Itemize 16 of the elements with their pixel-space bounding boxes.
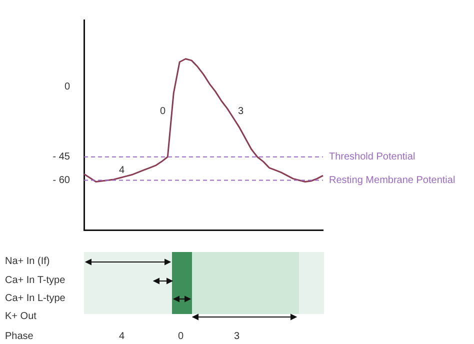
- text: 3: [234, 331, 240, 343]
- text: 0: [178, 331, 184, 343]
- annotation: 0: [160, 106, 166, 118]
- text: Ca+ In L-type: [5, 293, 66, 305]
- text: Ca+ In T-type: [5, 275, 66, 287]
- annotation: 3: [238, 106, 244, 118]
- annotation: 4: [119, 165, 125, 177]
- y-tick-label: 0: [64, 82, 70, 93]
- text: Na+ In (If): [5, 256, 50, 268]
- y-tick-label: - 45: [52, 152, 70, 163]
- text: 4: [119, 331, 125, 343]
- ref-line-label: Resting Membrane Potential: [329, 174, 456, 186]
- text: Phase: [5, 331, 34, 343]
- y-tick-label: - 60: [52, 174, 70, 186]
- ref-line-label: Threshold Potential: [329, 152, 416, 163]
- text: K+ Out: [5, 311, 36, 323]
